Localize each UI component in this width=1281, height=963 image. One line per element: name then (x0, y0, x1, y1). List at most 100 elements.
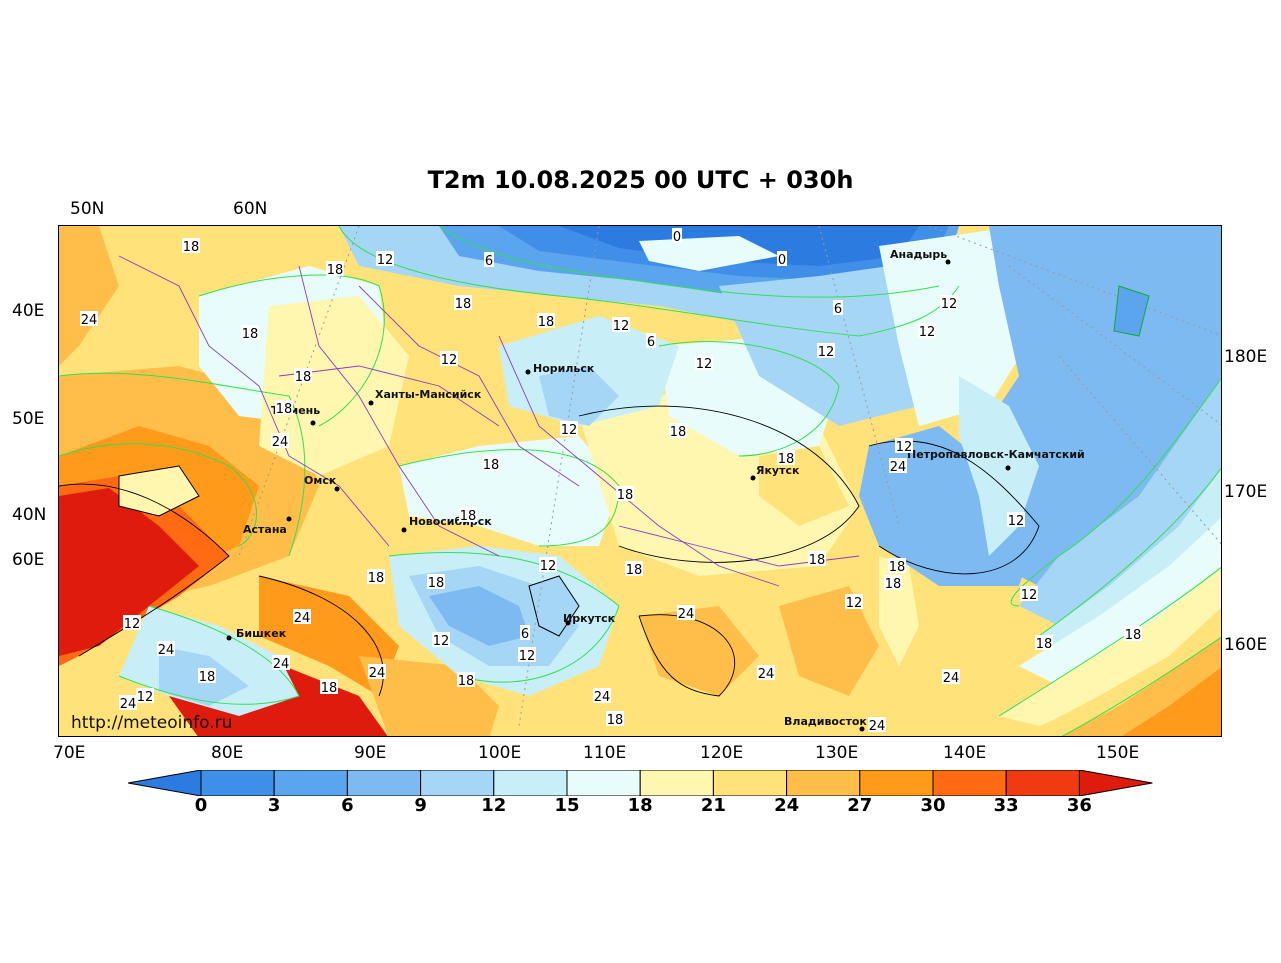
bottom-lon-label-110e: 110E (583, 743, 627, 763)
isotherm-value-text: 0 (778, 253, 786, 268)
right-lon-label-180e: 180E (1224, 347, 1268, 367)
isotherm-line (1038, 467, 1221, 637)
isotherm-label-bg (669, 423, 687, 438)
bottom-lon-label-70e: 70E (53, 743, 86, 763)
isotherm-label-bg (520, 625, 530, 640)
isotherm-value-text: 24 (594, 690, 611, 705)
isotherm-value-label: 24 (593, 688, 611, 705)
isotherm-label-bg (612, 317, 630, 332)
isotherm-label-bg (845, 594, 863, 609)
isotherm-value-text: 18 (460, 509, 477, 524)
city-khanty-mansiysk: Ханты-Мансийск (368, 388, 482, 406)
isotherm-value-label: 12 (1020, 586, 1038, 603)
city-omsk: Омск (304, 474, 340, 492)
isotherm-label-bg (271, 433, 289, 448)
isotherm-value-label: 18 (537, 313, 555, 330)
colorbar-tick-label: 3 (267, 795, 281, 816)
isotherm-label-bg (484, 252, 494, 267)
colorbar-segment (566, 770, 641, 796)
isotherm-value-text: 12 (377, 253, 394, 268)
bottom-lon-label-140e: 140E (943, 743, 987, 763)
city-yakutsk: Якутск (750, 464, 800, 481)
isotherm-value-text: 12 (818, 345, 835, 360)
isotherm-label-bg (320, 679, 338, 694)
isotherm-value-text: 18 (295, 370, 312, 385)
temperature-map: Анадырь Норильск Ханты-Мансийск Тюмень О… (58, 225, 1222, 737)
isotherm-label-bg (427, 574, 445, 589)
isotherm-value-text: 18 (483, 458, 500, 473)
isotherm-value-label: 6 (646, 333, 656, 350)
isotherm-label-bg (616, 486, 634, 501)
isotherm-value-text: 12 (696, 357, 713, 372)
graticule-line (238, 226, 360, 557)
isotherm-value-label: 18 (777, 450, 795, 467)
isotherm-value-label: 12 (376, 251, 394, 268)
zone-36-west (59, 488, 199, 656)
isotherm-value-label: 18 (454, 295, 472, 312)
isotherm-value-label: 12 (560, 421, 578, 438)
isotherm-value-label: 18 (808, 551, 826, 568)
colorbar-tick-label: 18 (627, 795, 653, 816)
isotherm-line (338, 226, 960, 337)
pacific-30 (1122, 667, 1221, 736)
isotherm-value-label: 24 (157, 641, 175, 658)
isotherm-label-bg (275, 400, 293, 415)
chart-title: T2m 10.08.2025 00 UTC + 030h (427, 166, 854, 194)
border-line (278, 365, 500, 427)
isotherm-value-label: 12 (1007, 512, 1025, 529)
isotherm-label-bg (918, 323, 936, 338)
isotherm-line (398, 449, 620, 547)
isotherm-value-label: 12 (136, 688, 154, 705)
isotherm-value-label: 18 (625, 561, 643, 578)
isotherm-value-text: 18 (327, 263, 344, 278)
isotherm-value-label: 18 (241, 325, 259, 342)
colorbar-segment (859, 770, 934, 796)
colorbar-tick-label: 6 (341, 795, 354, 816)
isotherm-label-bg (432, 632, 450, 647)
isotherm-label-bg (482, 456, 500, 471)
colorbar-tick-label: 0 (194, 795, 208, 816)
contour-line (578, 405, 860, 563)
zone-21-west (259, 296, 409, 476)
pacific-12 (1019, 378, 1221, 626)
isotherm-value-text: 24 (678, 607, 695, 622)
isotherm-value-text: 18 (538, 315, 555, 330)
isotherm-label-bg (241, 325, 259, 340)
isotherm-value-label: 18 (367, 569, 385, 586)
isotherm-value-text: 18 (428, 576, 445, 591)
city-label: Новосибирск (409, 515, 492, 528)
isotherm-value-label: 6 (520, 625, 530, 642)
isotherm-value-text: 18 (617, 488, 634, 503)
isotherm-label-bg (136, 688, 154, 703)
isotherm-value-label: 18 (294, 368, 312, 385)
isotherm-value-text: 12 (919, 325, 936, 340)
isotherm-value-text: 18 (889, 560, 906, 575)
lake-balkhash (118, 465, 200, 517)
graticule-line (928, 226, 1221, 336)
colorbar-extend-low (128, 770, 202, 796)
isotherm-value-text: 24 (158, 643, 175, 658)
isotherm-value-label: 24 (868, 717, 886, 734)
isotherm-value-text: 18 (607, 713, 624, 728)
isotherm-line (658, 341, 840, 457)
city-vladivostok: Владивосток (784, 715, 867, 732)
isotherm-value-label: 12 (695, 355, 713, 372)
city-astana: Астана (243, 516, 292, 536)
isotherm-line (1010, 377, 1221, 607)
isotherm-label-bg (459, 507, 477, 522)
isotherm-value-label: 18 (275, 400, 293, 417)
isotherm-line (198, 274, 385, 427)
isotherm-label-bg (646, 333, 656, 348)
colorbar-segment (639, 770, 714, 796)
isotherm-label-bg (537, 313, 555, 328)
pacific-15 (1039, 468, 1221, 656)
isotherm-label-bg (593, 688, 611, 703)
city-label: Петропавловск-Камчатский (907, 448, 1085, 461)
city-label: Омск (304, 474, 337, 487)
city-label: Иркутск (563, 612, 616, 625)
isotherm-value-text: 12 (137, 690, 154, 705)
isotherm-value-text: 12 (1008, 514, 1025, 529)
city-label: Астана (243, 523, 287, 536)
isotherm-value-text: 18 (199, 670, 216, 685)
top-lat-label-50n: 50N (70, 199, 105, 219)
